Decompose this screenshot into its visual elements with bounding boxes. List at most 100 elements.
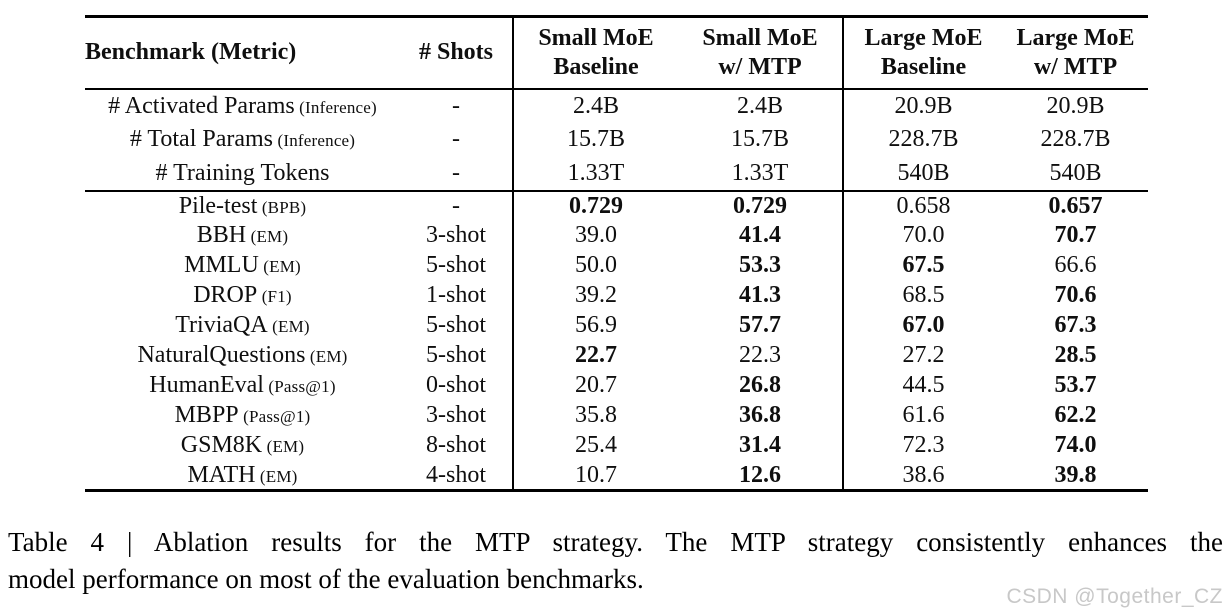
value-cell: 68.5	[842, 280, 1003, 311]
value-cell: 70.6	[1054, 282, 1097, 309]
row-metric-suffix: (Inference)	[273, 131, 356, 151]
caption-line-1: Table 4 | Ablation results for the MTP s…	[8, 527, 1223, 557]
row-label-cell: DROP (F1)	[85, 281, 400, 311]
value-cell: 10.7	[512, 460, 678, 493]
row-label-cell: # Training Tokens	[85, 157, 400, 191]
table-row: MATH (EM) 4-shot 10.7 12.6 38.6 39.8	[85, 460, 1148, 493]
params-section: # Activated Params (Inference) - 2.4B 2.4B 2…	[85, 88, 1148, 191]
header-line-2: w/ MTP	[1033, 53, 1118, 80]
row-label: Pile-test	[178, 192, 258, 219]
table-row: MMLU (EM) 5-shot 50.0 53.3 67.5 66.6	[85, 250, 1148, 281]
value-cell: 28.5	[1054, 342, 1097, 369]
shots-cell: 4-shot	[400, 460, 513, 493]
row-label-cell: MATH (EM)	[85, 460, 400, 493]
value-cell: 0.657	[1003, 189, 1148, 221]
header-line-1: Large MoE	[864, 24, 983, 51]
benchmarks-section: Pile-test (BPB) -0.729 0.729 0.658 0.657 BBH …	[85, 189, 1148, 493]
ablation-table: Benchmark (Metric) # Shots Small MoE Baseli…	[85, 15, 1148, 493]
header-line-1: Small MoE	[702, 24, 818, 51]
row-label-cell: MBPP (Pass@1)	[85, 401, 400, 431]
column-header-benchmark: Benchmark (Metric)	[85, 15, 400, 90]
value-cell: 26.8	[739, 372, 781, 399]
value-cell: 20.9B	[1046, 92, 1105, 119]
table-row: BBH (EM) 3-shot 39.0 41.4 70.0 70.7	[85, 220, 1148, 251]
row-metric-suffix: (EM)	[262, 437, 305, 457]
row-metric-suffix: (Inference)	[294, 97, 377, 117]
table-row: TriviaQA (EM) 5-shot 56.9 57.7 67.0 67.3	[85, 310, 1148, 341]
table-row: HumanEval (Pass@1) 0-shot 20.7 26.8 44.5 53.7	[85, 370, 1148, 401]
value-cell: 38.6	[842, 460, 1003, 493]
row-metric-suffix: (BPB)	[257, 197, 307, 217]
value-cell: 62.2	[1054, 402, 1097, 429]
value-cell: 35.8	[512, 400, 678, 431]
row-label-cell: GSM8K (EM)	[85, 431, 400, 461]
value-cell: 25.4	[512, 430, 678, 461]
header-line-2: Baseline	[880, 53, 967, 80]
shots-cell: 5-shot	[426, 342, 486, 369]
value-cell: 67.5	[842, 250, 1003, 281]
value-cell: 53.3	[739, 252, 781, 279]
row-label: MBPP	[174, 402, 239, 429]
table-row: GSM8K (EM) 8-shot 25.4 31.4 72.3 74.0	[85, 430, 1148, 461]
table-caption: Table 4 | Ablation results for the MTP s…	[8, 527, 1223, 595]
table-row: # Training Tokens - 1.33T 1.33T 540B 540B	[85, 156, 1148, 191]
value-cell: 1.33T	[731, 159, 789, 186]
row-metric-suffix: (EM)	[255, 466, 298, 486]
value-cell: 53.7	[1054, 372, 1097, 399]
shots-cell: -	[452, 159, 460, 186]
row-label: GSM8K	[180, 432, 263, 459]
header-line-1: Large MoE	[1016, 24, 1135, 51]
header-row: Benchmark (Metric) # Shots Small MoE Baseli…	[85, 15, 1148, 90]
value-cell: 22.7	[512, 340, 678, 371]
row-metric-suffix: (Pass@1)	[263, 377, 336, 397]
header-line-2: Baseline	[553, 53, 639, 80]
row-metric-suffix: (EM)	[246, 227, 289, 247]
column-header-shots: # Shots	[400, 15, 513, 90]
row-label-cell: # Total Params (Inference)	[85, 123, 400, 157]
row-label-cell: NaturalQuestions (EM)	[85, 341, 400, 371]
value-cell: 540B	[842, 156, 1003, 191]
shots-cell: -	[452, 92, 460, 119]
watermark: CSDN @Together_CZ	[1006, 585, 1223, 608]
value-cell: 22.3	[739, 342, 781, 369]
row-metric-suffix: (Pass@1)	[238, 407, 311, 427]
value-cell: 228.7B	[1040, 126, 1111, 153]
value-cell: 41.3	[739, 282, 781, 309]
value-cell: 56.9	[512, 310, 678, 341]
column-header-small-moe-mtp: Small MoE w/ MTP	[678, 15, 843, 90]
shots-cell: 5-shot	[426, 312, 486, 339]
value-cell: 31.4	[739, 432, 781, 459]
value-cell: 0.729	[512, 189, 678, 221]
row-label: TriviaQA	[175, 312, 268, 339]
value-cell: 36.8	[739, 402, 781, 429]
row-label: DROP	[193, 282, 258, 309]
row-label-cell: MMLU (EM)	[85, 251, 400, 281]
row-label: # Total Params	[129, 126, 274, 153]
shots-cell: -	[400, 189, 513, 221]
value-cell: 39.0	[512, 220, 678, 251]
value-cell: 0.658	[842, 189, 1003, 221]
value-cell: 39.2	[512, 280, 678, 311]
value-cell: 70.0	[842, 220, 1003, 251]
row-metric-suffix: (EM)	[267, 317, 310, 337]
value-cell: 50.0	[512, 250, 678, 281]
shots-cell: 3-shot	[426, 402, 486, 429]
row-label: HumanEval	[149, 372, 264, 399]
shots-cell: 5-shot	[426, 252, 486, 279]
row-metric-suffix: (EM)	[305, 347, 348, 367]
value-cell: 72.3	[842, 430, 1003, 461]
column-header-large-moe-baseline: Large MoE Baseline	[842, 15, 1003, 90]
value-cell: 540B	[1049, 159, 1102, 186]
row-metric-suffix: (EM)	[258, 257, 301, 277]
header-line-2: w/ MTP	[718, 53, 802, 80]
table-row: Pile-test (BPB) -0.729 0.729 0.658 0.657	[85, 189, 1148, 221]
value-cell: 228.7B	[842, 122, 1003, 157]
header-line-1: Small MoE	[538, 24, 654, 51]
caption-line-2: model performance on most of the evaluat…	[8, 564, 644, 594]
value-cell: 41.4	[739, 222, 781, 249]
row-label-cell: TriviaQA (EM)	[85, 311, 400, 341]
shots-cell: 3-shot	[426, 222, 486, 249]
table-row: NaturalQuestions (EM) 5-shot 22.7 22.3 27.2 2…	[85, 340, 1148, 371]
column-header-small-moe-baseline: Small MoE Baseline	[512, 15, 678, 90]
row-label-cell: BBH (EM)	[85, 221, 400, 251]
